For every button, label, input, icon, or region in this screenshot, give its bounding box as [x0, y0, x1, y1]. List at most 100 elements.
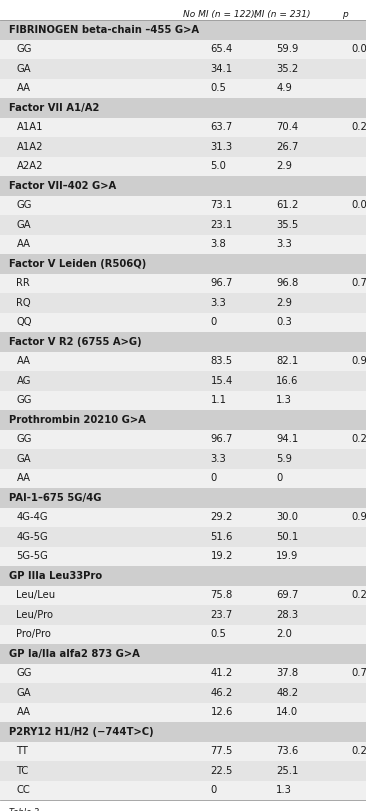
- Text: 19.9: 19.9: [276, 551, 299, 561]
- Bar: [0, 391, 366, 410]
- Text: 82.1: 82.1: [276, 356, 299, 367]
- Text: 4G-5G: 4G-5G: [16, 532, 48, 542]
- Text: 48.2: 48.2: [276, 688, 298, 697]
- Bar: [0, 780, 366, 800]
- Text: 77.5: 77.5: [210, 746, 233, 756]
- Text: 0.5: 0.5: [210, 629, 226, 639]
- Bar: [0, 215, 366, 234]
- Text: 22.5: 22.5: [210, 766, 233, 776]
- Text: 75.8: 75.8: [210, 590, 233, 600]
- Text: 37.8: 37.8: [276, 668, 298, 678]
- Text: GP Ia/IIa alfa2 873 G>A: GP Ia/IIa alfa2 873 G>A: [9, 649, 140, 659]
- Text: P2RY12 H1/H2 (−744T>C): P2RY12 H1/H2 (−744T>C): [9, 727, 154, 736]
- Text: 0.210: 0.210: [351, 590, 366, 600]
- Text: AG: AG: [16, 375, 31, 386]
- Text: QQ: QQ: [16, 317, 32, 328]
- Text: 0: 0: [210, 474, 217, 483]
- Text: 5.0: 5.0: [210, 161, 226, 171]
- Text: 0.240: 0.240: [351, 122, 366, 132]
- Bar: [0, 624, 366, 644]
- Text: PAI-1–675 5G/4G: PAI-1–675 5G/4G: [9, 493, 102, 503]
- Text: 65.4: 65.4: [210, 45, 233, 54]
- Text: 3.8: 3.8: [210, 239, 226, 249]
- Bar: [0, 469, 366, 488]
- Text: GA: GA: [16, 220, 31, 230]
- Text: 23.1: 23.1: [210, 220, 233, 230]
- Text: 83.5: 83.5: [210, 356, 232, 367]
- Text: 34.1: 34.1: [210, 64, 232, 74]
- Bar: [0, 508, 366, 527]
- Text: TT: TT: [16, 746, 28, 756]
- Text: 50.1: 50.1: [276, 532, 299, 542]
- Text: 73.1: 73.1: [210, 200, 233, 210]
- Text: 1.1: 1.1: [210, 395, 227, 406]
- Text: GG: GG: [16, 668, 32, 678]
- Text: 0: 0: [276, 474, 283, 483]
- Bar: [0, 566, 366, 586]
- Text: 0: 0: [210, 785, 217, 796]
- Bar: [0, 254, 366, 273]
- Text: 2.0: 2.0: [276, 629, 292, 639]
- Text: Factor V R2 (6755 A>G): Factor V R2 (6755 A>G): [9, 337, 142, 347]
- Text: 69.7: 69.7: [276, 590, 299, 600]
- Text: AA: AA: [16, 707, 30, 717]
- Text: RR: RR: [16, 278, 30, 288]
- Bar: [0, 741, 366, 761]
- Text: 1.3: 1.3: [276, 785, 292, 796]
- Text: 3.3: 3.3: [210, 453, 226, 464]
- Bar: [0, 702, 366, 722]
- Bar: [0, 234, 366, 254]
- Bar: [0, 586, 366, 605]
- Text: 41.2: 41.2: [210, 668, 233, 678]
- Text: A1A2: A1A2: [16, 142, 43, 152]
- Text: Factor V Leiden (R506Q): Factor V Leiden (R506Q): [9, 259, 146, 268]
- Text: 19.2: 19.2: [210, 551, 233, 561]
- Text: 14.0: 14.0: [276, 707, 298, 717]
- Text: 96.8: 96.8: [276, 278, 299, 288]
- Text: 51.6: 51.6: [210, 532, 233, 542]
- Bar: [0, 371, 366, 391]
- Bar: [0, 59, 366, 79]
- Text: 61.2: 61.2: [276, 200, 299, 210]
- Bar: [0, 410, 366, 430]
- Bar: [0, 449, 366, 469]
- Bar: [0, 644, 366, 663]
- Text: 23.7: 23.7: [210, 610, 233, 620]
- Text: Pro/Pro: Pro/Pro: [16, 629, 51, 639]
- Text: Table 2: Table 2: [9, 808, 40, 811]
- Text: CC: CC: [16, 785, 30, 796]
- Text: No MI (n = 122),: No MI (n = 122),: [183, 10, 258, 19]
- Text: 0.234: 0.234: [351, 746, 366, 756]
- Bar: [0, 40, 366, 59]
- Text: p: p: [342, 10, 348, 19]
- Text: 63.7: 63.7: [210, 122, 233, 132]
- Bar: [0, 722, 366, 741]
- Bar: [0, 332, 366, 351]
- Text: 28.3: 28.3: [276, 610, 298, 620]
- Text: 0.725: 0.725: [351, 278, 366, 288]
- Text: 0.016: 0.016: [351, 200, 366, 210]
- Bar: [0, 605, 366, 624]
- Text: 73.6: 73.6: [276, 746, 299, 756]
- Text: 70.4: 70.4: [276, 122, 298, 132]
- Text: 0.204: 0.204: [351, 434, 366, 444]
- Bar: [0, 293, 366, 312]
- Text: 2.9: 2.9: [276, 161, 292, 171]
- Text: GG: GG: [16, 45, 32, 54]
- Text: 0: 0: [210, 317, 217, 328]
- Text: AA: AA: [16, 84, 30, 93]
- Bar: [0, 195, 366, 215]
- Bar: [0, 137, 366, 157]
- Text: GG: GG: [16, 395, 32, 406]
- Bar: [0, 547, 366, 566]
- Text: 5G-5G: 5G-5G: [16, 551, 48, 561]
- Bar: [0, 176, 366, 195]
- Text: 4G-4G: 4G-4G: [16, 513, 48, 522]
- Text: AA: AA: [16, 239, 30, 249]
- Text: TC: TC: [16, 766, 29, 776]
- Text: 1.3: 1.3: [276, 395, 292, 406]
- Text: 0.951: 0.951: [351, 513, 366, 522]
- Bar: [0, 157, 366, 176]
- Text: AA: AA: [16, 474, 30, 483]
- Text: 2.9: 2.9: [276, 298, 292, 307]
